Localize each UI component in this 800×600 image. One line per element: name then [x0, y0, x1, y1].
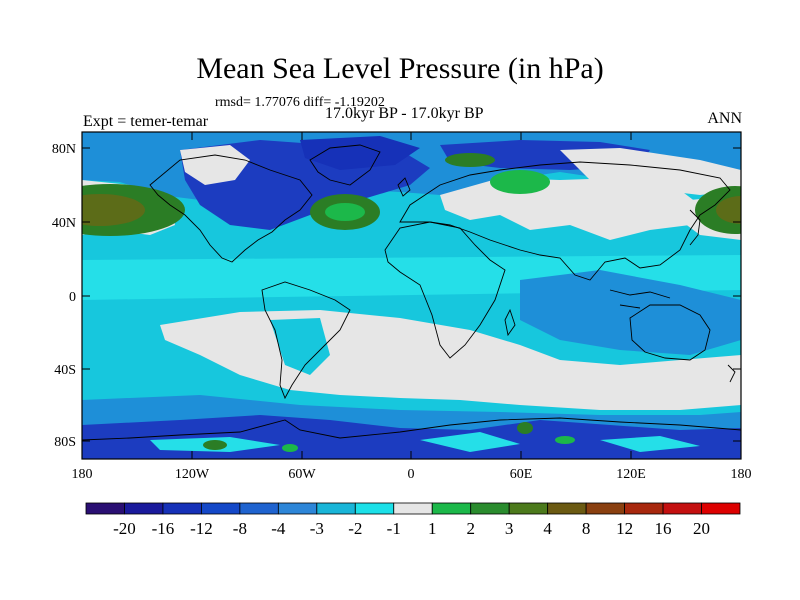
colorbar-label: 8 [582, 519, 591, 538]
lon-tick-180w: 180 [72, 467, 93, 482]
colorbar-swatch [508, 502, 549, 515]
colorbar-label: 20 [693, 519, 710, 538]
lat-tick-40s: 40S [54, 363, 76, 378]
colorbar-label: -2 [348, 519, 362, 538]
lon-tick-0: 0 [408, 467, 415, 482]
colorbar-swatch [431, 502, 472, 515]
lat-tick-80s: 80S [54, 435, 76, 450]
colorbar-label: 3 [505, 519, 514, 538]
coastline-new-zealand [727, 364, 736, 383]
experiment-label: Expt = temer-temar [83, 113, 209, 130]
colorbar-swatch [470, 502, 510, 515]
north-america-gray [180, 145, 250, 185]
greenland-blue [300, 136, 420, 170]
colorbar-swatch [316, 502, 356, 515]
lon-tick-60w: 60W [288, 467, 316, 482]
colorbar-label: 4 [543, 519, 552, 538]
colorbar-swatch [393, 502, 433, 515]
colorbar-label: 1 [428, 519, 437, 538]
colorbar-label: -3 [310, 519, 324, 538]
north-africa-asia-gray [440, 178, 700, 240]
coastline-north-america [149, 154, 313, 263]
coastline-japan [689, 209, 701, 246]
antarctic-green-patch-3 [555, 436, 575, 444]
colorbar-label: -16 [152, 519, 175, 538]
coastline-africa [384, 221, 506, 359]
colorbar-label: -8 [233, 519, 247, 538]
scandinavia-high [490, 170, 550, 194]
season-label: ANN [707, 110, 742, 127]
coastlines [82, 144, 741, 441]
colorbar-label: -4 [271, 519, 286, 538]
colorbar-swatch [585, 502, 625, 515]
north-pacific-high-west-core [82, 194, 145, 226]
coastline-eurasia [399, 161, 731, 281]
colorbar-label: -1 [387, 519, 401, 538]
colorbar-label: 12 [616, 519, 633, 538]
lon-tick-120w: 120W [175, 467, 210, 482]
atlantic-high-inner [325, 203, 365, 221]
colorbar-label: 16 [655, 519, 672, 538]
colorbar-swatch [354, 502, 395, 515]
colorbar-swatch [239, 502, 279, 515]
coastline-madagascar [504, 308, 516, 337]
coastline-antarctica [82, 417, 741, 441]
eurasia-arctic-high [445, 153, 495, 167]
coastline-greenland [309, 144, 381, 186]
lon-tick-60e: 60E [510, 467, 533, 482]
period-label: 17.0kyr BP - 17.0kyr BP [325, 105, 484, 122]
lat-tick-0: 0 [69, 290, 76, 305]
colorbar-label: 2 [466, 519, 475, 538]
colorbar-swatch [162, 502, 202, 515]
colorbar-labels: -20 -16 -12 -8 -4 -3 -2 -1 1 2 3 4 8 12 16 20 [113, 519, 710, 538]
south-america-cyan [270, 318, 330, 375]
coastline-south-america [261, 281, 351, 400]
map-title: Mean Sea Level Pressure (in hPa) [196, 52, 604, 85]
colorbar-swatch [547, 502, 587, 515]
coastline-uk [397, 177, 411, 197]
lat-tick-80n: 80N [52, 142, 76, 157]
lon-tick-120e: 120E [616, 467, 646, 482]
north-pacific-high-east-core [716, 196, 741, 224]
latitude-axis [82, 147, 741, 442]
colorbar-swatch [201, 502, 241, 515]
indian-ocean-blue [520, 270, 741, 355]
coastline-australia [629, 304, 711, 361]
antarctic-green-patch-4 [282, 444, 298, 452]
colorbar-label: -20 [113, 519, 136, 538]
colorbar-swatch [85, 502, 125, 515]
rmsd-diff-stats: rmsd= 1.77076 diff= -1.19202 [215, 95, 385, 110]
arctic-gray [560, 148, 741, 195]
colorbar [85, 502, 741, 515]
antarctic-green-patch-2 [517, 422, 533, 434]
colorbar-label: -12 [190, 519, 213, 538]
longitude-axis [191, 132, 632, 459]
contour-field [82, 132, 741, 459]
colorbar-swatch [277, 502, 318, 515]
lon-tick-180e: 180 [731, 467, 752, 482]
antarctic-green-patch-1 [203, 440, 227, 450]
colorbar-swatch [624, 502, 664, 515]
lat-tick-40n: 40N [52, 216, 76, 231]
colorbar-swatch [662, 502, 702, 515]
antarctic-cyan-patches [150, 432, 700, 452]
colorbar-swatch [701, 502, 741, 515]
coastline-indonesia [609, 289, 671, 309]
colorbar-swatch [124, 502, 164, 515]
